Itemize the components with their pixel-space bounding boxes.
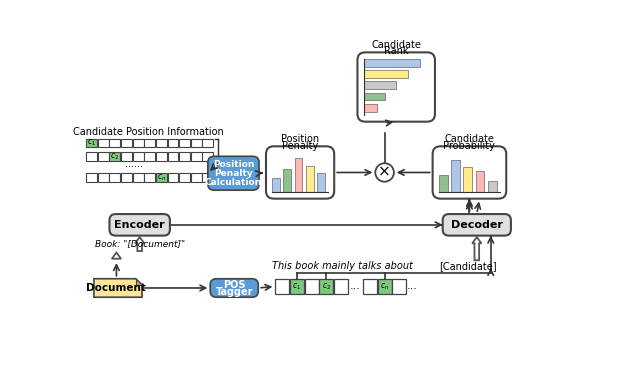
- Bar: [439, 175, 447, 192]
- Bar: [109, 173, 120, 182]
- Text: Calculation: Calculation: [205, 178, 262, 187]
- Bar: [86, 152, 97, 161]
- Text: $c_2$: $c_2$: [322, 281, 331, 292]
- Text: Tagger: Tagger: [216, 287, 253, 297]
- Bar: [202, 173, 213, 182]
- Bar: [179, 173, 190, 182]
- Bar: [305, 279, 319, 294]
- Text: Penalty: Penalty: [214, 169, 253, 178]
- Text: Position: Position: [281, 134, 319, 144]
- Bar: [364, 59, 420, 67]
- Bar: [334, 279, 348, 294]
- Text: ......: ......: [125, 159, 143, 169]
- Bar: [364, 82, 396, 89]
- Polygon shape: [136, 279, 142, 285]
- Bar: [109, 152, 120, 161]
- Text: Candidate: Candidate: [371, 40, 421, 50]
- Text: Rank: Rank: [384, 46, 408, 56]
- FancyBboxPatch shape: [109, 214, 170, 236]
- Bar: [145, 152, 155, 161]
- Bar: [363, 279, 377, 294]
- Bar: [272, 178, 280, 192]
- Bar: [121, 139, 132, 147]
- Bar: [109, 139, 120, 147]
- Text: Encoder: Encoder: [115, 220, 165, 230]
- Bar: [202, 152, 213, 161]
- Text: [Candidate]: [Candidate]: [438, 261, 496, 271]
- Bar: [191, 173, 202, 182]
- Text: Candidate: Candidate: [445, 134, 494, 144]
- FancyBboxPatch shape: [433, 146, 506, 199]
- Bar: [156, 139, 167, 147]
- Bar: [168, 139, 179, 147]
- Bar: [98, 173, 109, 182]
- Bar: [191, 152, 202, 161]
- Circle shape: [375, 163, 394, 182]
- Bar: [86, 139, 97, 147]
- Bar: [191, 139, 202, 147]
- FancyBboxPatch shape: [443, 214, 511, 236]
- Text: $c_n$: $c_n$: [380, 281, 389, 292]
- Bar: [168, 152, 179, 161]
- Bar: [364, 92, 385, 100]
- Bar: [306, 166, 314, 192]
- Polygon shape: [472, 237, 481, 260]
- Text: This book mainly talks about: This book mainly talks about: [273, 261, 413, 271]
- Bar: [156, 152, 167, 161]
- Bar: [86, 173, 97, 182]
- FancyBboxPatch shape: [358, 52, 435, 122]
- Bar: [392, 279, 406, 294]
- Bar: [451, 160, 460, 192]
- Bar: [364, 70, 408, 78]
- Text: Book: "[Document]": Book: "[Document]": [95, 239, 185, 248]
- Bar: [284, 169, 291, 192]
- Text: ×: ×: [378, 165, 391, 180]
- Bar: [294, 158, 303, 192]
- Bar: [378, 279, 392, 294]
- Bar: [132, 152, 143, 161]
- Bar: [319, 279, 333, 294]
- Bar: [98, 139, 109, 147]
- Bar: [463, 167, 472, 192]
- Bar: [121, 152, 132, 161]
- Bar: [121, 173, 132, 182]
- Text: Probability: Probability: [444, 141, 495, 151]
- Text: $c_n$: $c_n$: [157, 172, 166, 183]
- Text: Penalty: Penalty: [282, 141, 318, 151]
- Bar: [275, 279, 289, 294]
- Text: POS: POS: [223, 280, 246, 290]
- Bar: [317, 173, 325, 192]
- Bar: [364, 104, 377, 112]
- Polygon shape: [112, 253, 121, 259]
- Text: Document: Document: [86, 283, 147, 293]
- Text: Candidate Position Information: Candidate Position Information: [73, 127, 223, 137]
- Bar: [132, 139, 143, 147]
- Text: Decoder: Decoder: [451, 220, 503, 230]
- Polygon shape: [94, 279, 142, 297]
- Bar: [179, 152, 190, 161]
- Bar: [290, 279, 304, 294]
- Bar: [98, 152, 109, 161]
- Bar: [179, 139, 190, 147]
- FancyBboxPatch shape: [208, 156, 259, 190]
- Text: $c_2$: $c_2$: [110, 151, 120, 162]
- Text: $c_1$: $c_1$: [87, 137, 96, 148]
- Bar: [132, 173, 143, 182]
- Text: Position: Position: [212, 159, 254, 169]
- FancyBboxPatch shape: [266, 146, 334, 199]
- Bar: [145, 139, 155, 147]
- Polygon shape: [135, 237, 145, 251]
- Bar: [476, 171, 484, 192]
- Bar: [156, 173, 167, 182]
- Text: $c_1$: $c_1$: [292, 281, 301, 292]
- Bar: [202, 139, 213, 147]
- Bar: [145, 173, 155, 182]
- FancyBboxPatch shape: [210, 279, 259, 297]
- Bar: [168, 173, 179, 182]
- Text: ...: ...: [406, 281, 417, 291]
- Text: ...: ...: [349, 281, 360, 291]
- Bar: [488, 181, 497, 192]
